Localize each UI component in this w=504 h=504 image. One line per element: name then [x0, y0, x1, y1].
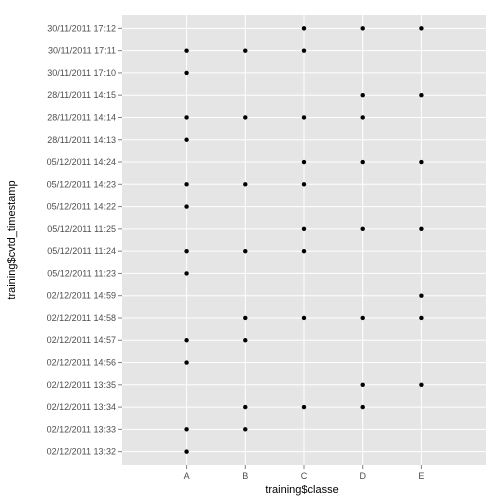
data-point: [361, 93, 365, 97]
data-point: [302, 48, 306, 52]
data-point: [302, 182, 306, 186]
data-point: [184, 249, 188, 253]
data-point: [243, 405, 247, 409]
data-point: [419, 383, 423, 387]
data-point: [302, 316, 306, 320]
y-tick-label: 28/11/2011 14:14: [47, 112, 116, 122]
y-tick-label: 02/12/2011 14:57: [47, 335, 116, 345]
data-point: [243, 48, 247, 52]
data-point: [361, 26, 365, 30]
data-point: [184, 115, 188, 119]
y-tick-label: 05/12/2011 11:24: [47, 246, 116, 256]
data-point: [361, 316, 365, 320]
x-tick-label: C: [301, 471, 308, 481]
data-point: [361, 383, 365, 387]
data-point: [243, 316, 247, 320]
y-tick-label: 05/12/2011 11:23: [47, 268, 116, 278]
data-point: [419, 93, 423, 97]
data-point: [361, 160, 365, 164]
data-point: [184, 71, 188, 75]
data-point: [361, 115, 365, 119]
y-tick-label: 02/12/2011 13:35: [47, 380, 116, 390]
y-tick-label: 30/11/2011 17:10: [47, 68, 116, 78]
y-tick-label: 02/12/2011 14:56: [47, 358, 116, 368]
data-point: [302, 249, 306, 253]
y-axis-title: training$cvtd_timestamp: [6, 180, 18, 299]
x-axis-ticks: A B C D E: [184, 465, 425, 481]
data-point: [302, 405, 306, 409]
x-tick-label: B: [242, 471, 248, 481]
data-point: [302, 227, 306, 231]
data-point: [184, 182, 188, 186]
x-tick-label: E: [418, 471, 424, 481]
data-point: [184, 427, 188, 431]
data-point: [184, 449, 188, 453]
y-tick-label: 02/12/2011 13:34: [47, 402, 116, 412]
y-tick-label: 30/11/2011 17:12: [47, 23, 116, 33]
data-point: [361, 405, 365, 409]
data-point: [184, 338, 188, 342]
data-point: [243, 115, 247, 119]
y-tick-label: 05/12/2011 14:22: [47, 202, 116, 212]
y-tick-label: 05/12/2011 11:25: [47, 224, 116, 234]
x-tick-label: D: [359, 471, 366, 481]
y-tick-label: 05/12/2011 14:23: [47, 179, 116, 189]
y-tick-label: 28/11/2011 14:13: [47, 135, 116, 145]
data-point: [184, 48, 188, 52]
data-point: [184, 271, 188, 275]
data-point: [243, 338, 247, 342]
data-point: [419, 160, 423, 164]
x-axis-title: training$classe: [265, 484, 338, 496]
y-tick-label: 02/12/2011 14:58: [47, 313, 116, 323]
y-tick-label: 30/11/2011 17:11: [48, 46, 116, 56]
y-tick-label: 02/12/2011 13:33: [47, 424, 116, 434]
data-point: [243, 249, 247, 253]
data-point: [184, 204, 188, 208]
data-point: [302, 26, 306, 30]
data-point: [419, 227, 423, 231]
data-point: [419, 293, 423, 297]
y-tick-label: 28/11/2011 14:15: [47, 90, 116, 100]
x-tick-label: A: [184, 471, 190, 481]
data-point: [302, 115, 306, 119]
data-point: [184, 138, 188, 142]
data-point: [419, 26, 423, 30]
data-point: [243, 427, 247, 431]
data-point: [243, 182, 247, 186]
data-point: [184, 360, 188, 364]
data-point: [419, 316, 423, 320]
y-tick-label: 02/12/2011 13:32: [47, 447, 116, 457]
data-point: [302, 160, 306, 164]
y-axis-ticks: 02/12/2011 13:32 02/12/2011 13:33 02/12/20…: [47, 23, 122, 456]
data-point: [361, 227, 365, 231]
y-tick-label: 02/12/2011 14:59: [47, 291, 116, 301]
y-tick-label: 05/12/2011 14:24: [47, 157, 116, 167]
